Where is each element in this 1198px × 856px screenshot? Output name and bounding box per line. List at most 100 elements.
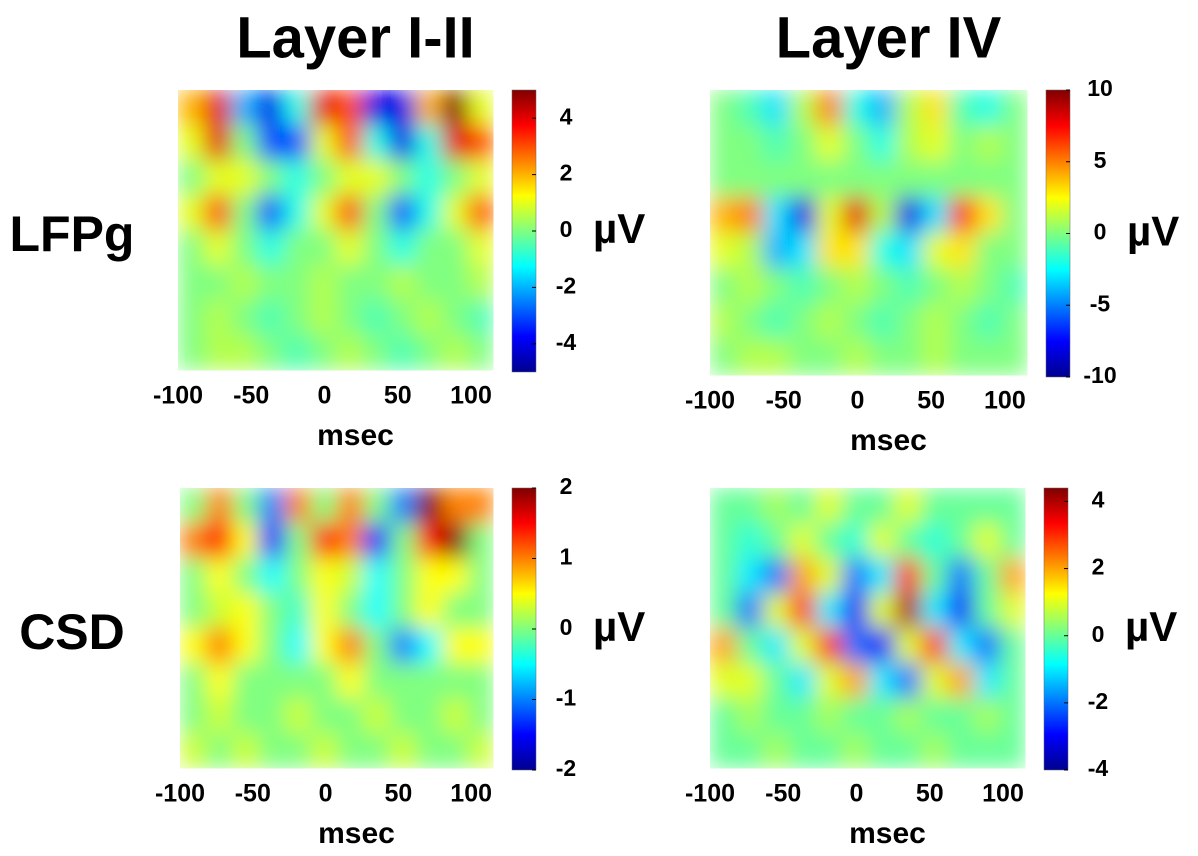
heat-cell: [415, 558, 443, 594]
x-tick-label: -100: [153, 382, 203, 410]
heat-cell: [311, 488, 338, 524]
heat-cell: [789, 268, 817, 305]
heat-cell: [468, 195, 494, 231]
heat-cell: [311, 733, 338, 769]
heat-cell: [869, 339, 897, 376]
heat-cell: [230, 160, 258, 196]
heat-cell: [841, 593, 869, 629]
heat-cell: [258, 663, 286, 699]
heat-cell: [336, 230, 364, 266]
heat-cell: [180, 523, 207, 559]
heat-cell: [868, 733, 896, 769]
heat-cell: [284, 593, 312, 629]
heat-cell: [206, 523, 233, 559]
heat-cell: [178, 195, 205, 231]
heat-cell: [842, 303, 870, 340]
x-tick-label: 0: [850, 387, 864, 415]
heat-cell: [258, 488, 286, 524]
heat-cell: [363, 523, 391, 559]
heat-cell: [441, 90, 469, 126]
heat-cell: [842, 90, 870, 127]
heat-cell: [336, 265, 364, 301]
heat-cell: [389, 733, 417, 769]
x-axis-label: msec: [850, 424, 927, 457]
heat-cell: [309, 90, 337, 126]
heat-cell: [789, 339, 817, 376]
heat-cell: [947, 558, 975, 594]
heat-cell: [763, 303, 791, 340]
heat-cell: [816, 268, 844, 305]
heat-cell: [258, 523, 286, 559]
heat-cell: [736, 90, 764, 127]
colorbar-tick-label: -1: [556, 685, 577, 711]
heat-cell: [736, 232, 764, 269]
heat-cell: [232, 558, 260, 594]
heat-cell: [815, 523, 843, 559]
heat-cell: [895, 339, 923, 376]
x-tick-label: -100: [155, 780, 205, 808]
heat-cell: [868, 593, 896, 629]
heat-cell: [1000, 733, 1026, 769]
heat-cell: [947, 523, 975, 559]
colorbar-label: µV: [593, 603, 645, 650]
heat-cell: [762, 593, 790, 629]
heat-cell: [178, 335, 205, 371]
heat-cell: [309, 195, 337, 231]
heat-cell: [763, 196, 791, 233]
heat-cell: [710, 196, 738, 233]
heat-cell: [1001, 161, 1028, 198]
heat-cell: [763, 339, 791, 376]
heat-cell: [763, 90, 791, 127]
heat-cell: [284, 558, 312, 594]
heat-cell: [922, 161, 950, 198]
heat-cell: [441, 335, 469, 371]
heat-cell: [415, 125, 443, 161]
heat-cell: [816, 161, 844, 198]
heat-cell: [442, 593, 469, 629]
heat-cell: [204, 125, 232, 161]
heat-cell: [789, 698, 816, 734]
heat-cell: [920, 628, 948, 664]
heat-cell: [206, 558, 233, 594]
heat-cell: [895, 232, 923, 269]
heat-cell: [362, 335, 390, 371]
heat-cell: [388, 160, 416, 196]
colorbar-tick-label: 2: [560, 160, 573, 186]
heat-cell: [869, 268, 897, 305]
heat-cell: [894, 733, 922, 769]
heat-cell: [869, 303, 897, 340]
heat-cell: [763, 232, 791, 269]
heat-cell: [868, 698, 896, 734]
heat-cell: [763, 161, 791, 198]
heat-cell: [922, 196, 950, 233]
x-tick-label: 50: [917, 387, 945, 415]
heat-cell: [206, 593, 233, 629]
x-tick-label: 50: [384, 780, 412, 808]
heat-cell: [736, 593, 764, 629]
heat-cell: [1001, 125, 1028, 162]
heat-cell: [789, 232, 817, 269]
heat-cell: [284, 628, 312, 664]
heat-cell: [763, 125, 791, 162]
heat-cell: [815, 628, 843, 664]
heat-cell: [337, 698, 364, 734]
heat-cell: [920, 698, 948, 734]
heat-cell: [336, 90, 364, 126]
heat-cell: [868, 663, 896, 699]
heat-cell: [869, 90, 897, 127]
heat-cell: [206, 698, 233, 734]
heat-cell: [789, 593, 816, 629]
colorbar-label: µV: [593, 205, 645, 252]
heat-cell: [441, 160, 469, 196]
heat-cell: [710, 232, 738, 269]
heat-cell: [180, 733, 207, 769]
heat-cell: [868, 558, 896, 594]
heat-cell: [362, 90, 390, 126]
heat-cell: [363, 558, 391, 594]
heat-cell: [468, 335, 494, 371]
x-tick-label: 50: [384, 382, 412, 410]
heat-cell: [842, 196, 870, 233]
heat-cell: [736, 125, 764, 162]
heat-cell: [180, 663, 207, 699]
heat-cell: [284, 523, 312, 559]
